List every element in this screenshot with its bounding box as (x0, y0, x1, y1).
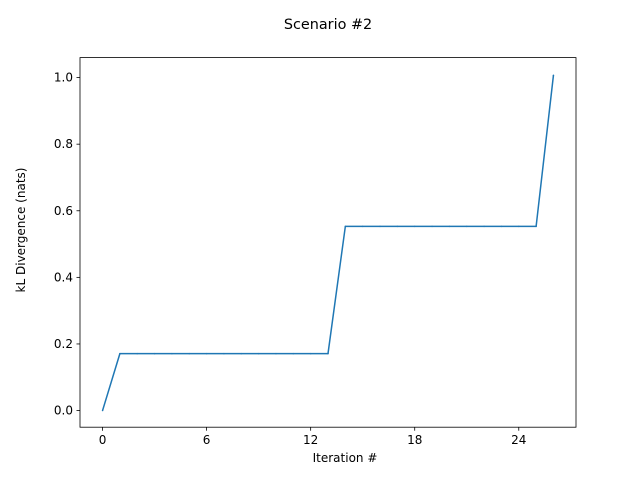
y-tick-label: 0.4 (54, 270, 73, 284)
data-point (223, 352, 225, 355)
data-point (119, 352, 121, 355)
y-axis-label: kL Divergence (nats) (14, 168, 28, 293)
data-point (257, 352, 260, 355)
x-axis-label: Iteration # (313, 451, 378, 465)
x-axis-ticks: 0 6 12 18 24 (99, 427, 526, 447)
data-point (431, 225, 433, 228)
y-tick-label: 0.6 (54, 204, 73, 218)
data-point (413, 225, 416, 228)
data-point (136, 352, 138, 355)
data-point (101, 409, 104, 412)
data-point (292, 352, 295, 355)
x-tick-label: 24 (511, 433, 526, 447)
data-point (275, 352, 277, 355)
data-point (500, 225, 503, 228)
data-point (552, 74, 555, 76)
x-tick-label: 0 (99, 433, 107, 447)
y-tick-label: 0.2 (54, 337, 73, 351)
y-tick-label: 1.0 (54, 71, 73, 85)
x-tick-label: 18 (407, 433, 422, 447)
y-axis-ticks: 0.0 0.2 0.4 0.6 0.8 1.0 (54, 71, 80, 418)
data-point (327, 352, 329, 355)
data-point (518, 225, 520, 228)
plot-frame (79, 57, 577, 428)
x-tick-label: 6 (203, 433, 211, 447)
chart-title: Scenario #2 (284, 17, 372, 33)
data-point (448, 225, 451, 228)
y-tick-label: 0.8 (54, 137, 73, 151)
data-point (240, 352, 243, 355)
data-point (483, 225, 485, 228)
data-point (205, 352, 208, 355)
data-point (309, 352, 312, 355)
x-tick-label: 12 (303, 433, 318, 447)
data-point (361, 225, 364, 228)
data-point (396, 225, 399, 228)
data-point (188, 352, 191, 355)
plot-layer (101, 74, 555, 412)
data-point (171, 352, 173, 355)
data-point (379, 225, 381, 228)
data-point (153, 352, 156, 355)
data-point (465, 225, 468, 228)
y-tick-label: 0.0 (54, 404, 73, 418)
data-point (344, 225, 347, 228)
data-point (535, 225, 537, 228)
